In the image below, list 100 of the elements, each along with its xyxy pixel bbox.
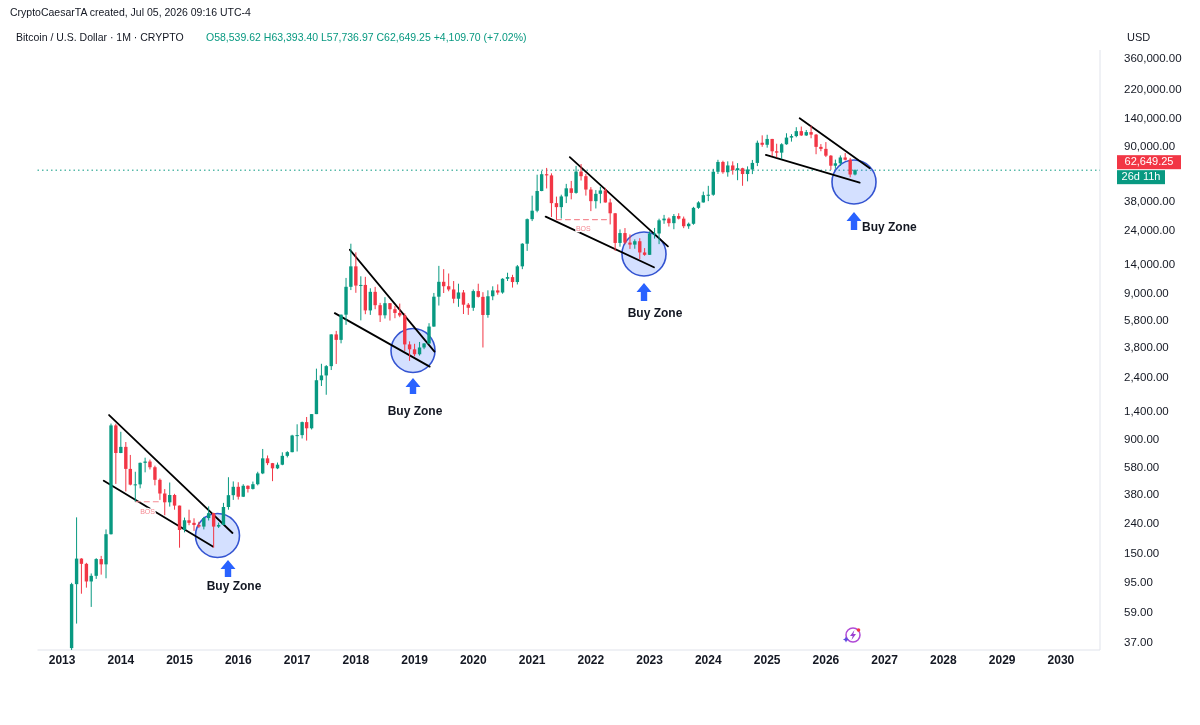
candlestick bbox=[373, 286, 377, 310]
candlestick bbox=[628, 233, 632, 250]
candlestick bbox=[128, 454, 133, 486]
candlestick bbox=[814, 133, 818, 155]
candlestick bbox=[618, 228, 622, 248]
candlestick bbox=[138, 462, 142, 489]
candlestick bbox=[584, 173, 588, 197]
candlestick bbox=[848, 157, 852, 178]
y-tick-label: 220,000.00 bbox=[1124, 83, 1182, 96]
candlestick bbox=[530, 195, 534, 222]
candlestick bbox=[354, 251, 358, 294]
candlestick bbox=[334, 330, 338, 365]
x-tick-label: 2014 bbox=[107, 653, 135, 668]
candlestick bbox=[378, 302, 382, 323]
x-tick-label: 2016 bbox=[224, 653, 252, 668]
candlestick bbox=[652, 227, 657, 240]
x-tick-label: 2017 bbox=[283, 653, 311, 668]
annotation: Buy Zone bbox=[862, 220, 917, 235]
y-tick-label: 24,000.00 bbox=[1124, 224, 1176, 237]
candlestick bbox=[515, 264, 520, 285]
candlestick bbox=[535, 174, 539, 213]
x-tick-label: 2013 bbox=[48, 653, 76, 668]
candlestick bbox=[451, 280, 456, 304]
annotation: Buy Zone bbox=[627, 306, 683, 321]
x-tick-label: 2028 bbox=[929, 653, 957, 668]
candlestick bbox=[824, 141, 828, 158]
candlestick bbox=[393, 305, 397, 319]
candlestick bbox=[608, 198, 612, 225]
candlestick bbox=[819, 143, 823, 152]
candlestick bbox=[706, 185, 710, 202]
candlestick bbox=[211, 512, 216, 549]
x-tick-label: 2024 bbox=[694, 653, 722, 668]
y-tick-label: 1,400.00 bbox=[1124, 404, 1169, 417]
y-tick-label: 38,000.00 bbox=[1124, 194, 1176, 207]
x-tick-label: 2030 bbox=[1047, 653, 1075, 668]
y-tick-label: 90,000.00 bbox=[1124, 140, 1176, 153]
x-tick-label: 2026 bbox=[812, 653, 840, 668]
y-axis-title: USD bbox=[1127, 30, 1151, 43]
candlestick bbox=[319, 363, 324, 387]
text: CryptoCaesarTA created, Jul 05, 2026 09:16 UTC-4 bbox=[10, 5, 251, 18]
candlestick bbox=[133, 471, 137, 503]
x-tick-label: 2022 bbox=[577, 653, 605, 668]
y-tick-label: 37.00 bbox=[1124, 635, 1153, 648]
candlestick bbox=[192, 517, 196, 532]
x-tick-label: 2021 bbox=[518, 653, 546, 668]
candlestick bbox=[295, 423, 299, 452]
candlestick bbox=[427, 322, 431, 345]
y-tick-label: 380.00 bbox=[1124, 487, 1160, 500]
y-tick-label: 3,800.00 bbox=[1124, 341, 1169, 354]
y-tick-label: 95.00 bbox=[1124, 575, 1153, 588]
candlestick bbox=[594, 189, 598, 209]
candlestick bbox=[481, 291, 485, 348]
y-tick-label: 59.00 bbox=[1124, 606, 1153, 619]
y-tick-label: 5,800.00 bbox=[1124, 314, 1169, 327]
ref-line-label: 62,649.25 bbox=[1124, 155, 1174, 168]
x-tick-label: 2027 bbox=[871, 653, 899, 668]
annotation: Buy Zone bbox=[206, 579, 262, 594]
annotation: Buy Zone bbox=[387, 404, 443, 419]
y-tick-label: 2,400.00 bbox=[1124, 370, 1169, 383]
y-tick-label: 900.00 bbox=[1124, 432, 1160, 445]
candlestick bbox=[456, 283, 461, 308]
x-tick-label: 2029 bbox=[988, 653, 1016, 668]
candlestick bbox=[760, 134, 764, 148]
y-tick-label: 140,000.00 bbox=[1124, 112, 1182, 125]
x-tick-label: 2023 bbox=[636, 653, 664, 668]
candlestick bbox=[559, 194, 563, 220]
candlestick bbox=[657, 218, 661, 245]
candlestick bbox=[809, 125, 813, 139]
y-tick-label: 14,000.00 bbox=[1124, 258, 1176, 271]
x-tick-label: 2018 bbox=[342, 653, 370, 668]
candlestick bbox=[187, 509, 191, 526]
text: 26d 11h bbox=[1121, 170, 1161, 183]
chart-title: Bitcoin / U.S. Dollar · 1M · CRYPTO bbox=[16, 30, 184, 43]
y-tick-label: 150.00 bbox=[1124, 546, 1160, 559]
candlestick bbox=[667, 216, 671, 228]
candlestick bbox=[437, 265, 441, 307]
candlestick bbox=[486, 289, 490, 319]
candlestick bbox=[554, 196, 559, 221]
x-tick-label: 2025 bbox=[753, 653, 781, 668]
text: O58,539.62 H63,393.40 L57,736.97 C62,649.25 +4,109.70 (+7.02%) bbox=[206, 30, 527, 43]
candlestick bbox=[383, 296, 387, 320]
candlestick bbox=[124, 441, 128, 492]
x-tick-label: 2019 bbox=[401, 653, 429, 668]
candlestick bbox=[579, 163, 583, 182]
y-tick-label: 360,000.00 bbox=[1124, 52, 1182, 65]
y-tick-label: 9,000.00 bbox=[1124, 286, 1169, 299]
candlestick bbox=[143, 457, 147, 473]
candlestick bbox=[246, 484, 250, 494]
y-tick-label: 580.00 bbox=[1124, 460, 1160, 473]
candlestick bbox=[153, 465, 157, 486]
candlestick bbox=[226, 476, 231, 511]
candlestick bbox=[569, 180, 573, 200]
candlestick bbox=[158, 478, 162, 501]
x-tick-label: 2020 bbox=[459, 653, 487, 668]
candlestick bbox=[589, 186, 593, 212]
candlestick bbox=[672, 213, 676, 230]
y-tick-label: 240.00 bbox=[1124, 516, 1160, 529]
candlestick bbox=[461, 289, 466, 315]
x-tick-label: 2015 bbox=[166, 653, 194, 668]
candlestick bbox=[349, 243, 353, 291]
